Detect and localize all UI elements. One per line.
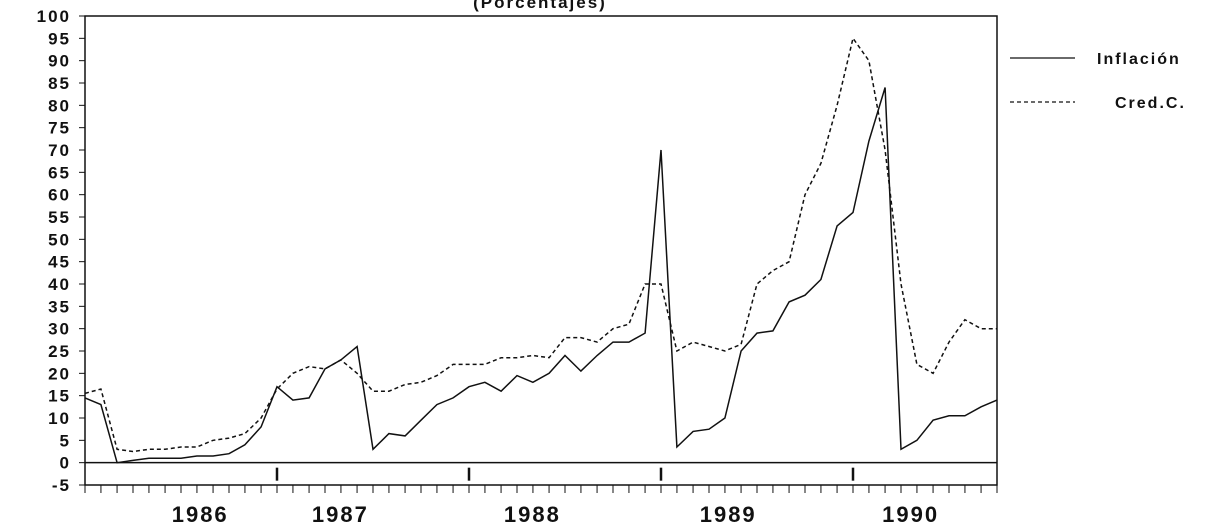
x-tick-label: 1987	[312, 502, 369, 527]
y-tick-label: 70	[48, 141, 71, 160]
y-tick-label: 80	[48, 96, 71, 115]
x-tick-label: 1990	[882, 502, 939, 527]
y-tick-label: 40	[48, 275, 71, 294]
y-tick-label: 20	[48, 364, 71, 383]
series-line	[84, 36, 997, 453]
y-tick-label: 5	[60, 431, 71, 450]
legend-label: Cred.C.	[1115, 95, 1186, 112]
y-tick-label: 65	[48, 163, 71, 182]
chart-title: (Porcentajes)	[473, 0, 607, 12]
y-tick-label: 90	[48, 52, 71, 71]
x-tick-label: 1988	[504, 502, 561, 527]
y-tick-label: 25	[48, 342, 71, 361]
y-tick-label: 75	[48, 119, 71, 138]
plot-frame	[84, 15, 998, 486]
y-tick-label: 50	[48, 230, 71, 249]
x-tick-label: 1986	[172, 502, 229, 527]
legend-label: Inflación	[1097, 51, 1181, 68]
y-tick-label: 95	[48, 29, 71, 48]
y-tick-label: 0	[60, 454, 71, 473]
y-tick-label: 10	[48, 409, 71, 428]
y-tick-label: 45	[48, 253, 71, 272]
series-line	[84, 87, 998, 464]
y-tick-label: 85	[48, 74, 71, 93]
y-tick-label: 30	[48, 320, 71, 339]
x-tick-label: 1989	[700, 502, 757, 527]
y-tick-label: 55	[48, 208, 71, 227]
y-tick-label: 35	[48, 297, 71, 316]
y-tick-label: 15	[48, 387, 71, 406]
y-tick-label: 100	[37, 7, 71, 26]
y-tick-label: -5	[52, 476, 71, 495]
y-tick-label: 60	[48, 186, 71, 205]
